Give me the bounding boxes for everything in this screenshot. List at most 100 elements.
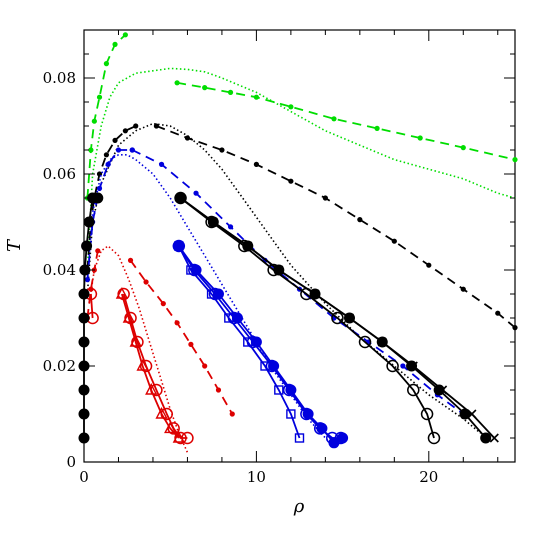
data-point (193, 190, 199, 196)
y-axis-label: T (4, 238, 25, 252)
data-point (115, 147, 122, 153)
series-line (177, 245, 301, 439)
y-tick-label: 0.08 (43, 69, 76, 87)
data-point (174, 320, 180, 326)
data-point (243, 337, 253, 347)
data-point (260, 361, 270, 371)
data-point (215, 387, 222, 393)
series-line (176, 81, 516, 161)
data-point (115, 286, 129, 299)
data-point (310, 289, 320, 299)
data-point (407, 383, 420, 397)
data-point (122, 310, 135, 323)
data-point (202, 363, 208, 369)
data-point (122, 128, 128, 134)
data-point (155, 406, 168, 419)
series-line (129, 259, 234, 415)
data-point (400, 363, 406, 369)
series-line (86, 154, 335, 449)
data-point (238, 239, 251, 253)
data-point (164, 421, 177, 434)
data-point (103, 152, 110, 158)
data-point (420, 407, 434, 421)
data-point (145, 382, 158, 395)
series-line (179, 197, 435, 439)
x-tick-label: 10 (247, 468, 266, 486)
series-0 (86, 67, 516, 271)
data-point (206, 289, 217, 299)
data-point (133, 123, 139, 129)
axes-layer: 0 10 20 0 0.02 0.04 0.06 0.08 (43, 29, 515, 486)
series-line (156, 125, 516, 329)
data-point (331, 116, 337, 122)
data-point (105, 161, 111, 167)
data-point (286, 409, 296, 419)
series-16 (115, 286, 185, 443)
data-point (294, 433, 305, 443)
data-point (143, 279, 149, 285)
x-tick-label: 0 (79, 468, 89, 486)
series-line (122, 293, 188, 439)
data-point (208, 217, 218, 227)
data-point (282, 383, 296, 397)
series-6 (86, 154, 335, 449)
series-18 (78, 192, 104, 444)
data-point (386, 359, 399, 373)
series-10 (172, 239, 348, 445)
x-axis-label: ρ (293, 496, 305, 517)
data-point (331, 311, 344, 325)
data-point (227, 89, 234, 95)
series-15 (117, 287, 194, 445)
data-point (512, 157, 518, 163)
data-point (103, 61, 110, 67)
data-point (322, 195, 328, 201)
data-point (95, 248, 101, 254)
series-20 (174, 191, 441, 445)
data-point (313, 422, 327, 435)
data-point (357, 217, 363, 223)
data-point (265, 359, 279, 373)
data-point (205, 215, 218, 229)
data-point (172, 239, 186, 253)
data-point (253, 161, 259, 167)
data-point (460, 145, 466, 151)
data-point (92, 192, 104, 204)
y-tick-label: 0.06 (43, 165, 76, 183)
data-point (160, 301, 166, 307)
series-21 (175, 193, 499, 443)
data-point (243, 241, 253, 251)
series-11 (174, 241, 305, 443)
data-point (174, 191, 187, 205)
data-point (326, 431, 339, 445)
data-point (129, 147, 135, 153)
data-point (175, 193, 186, 203)
data-point (427, 431, 441, 445)
data-point (512, 325, 518, 331)
data-point (84, 277, 91, 283)
series-1 (84, 32, 128, 201)
data-point (417, 135, 423, 141)
data-point (172, 430, 185, 443)
series-line (90, 293, 94, 319)
data-point (139, 359, 153, 373)
data-point (96, 94, 103, 100)
data-point (129, 334, 142, 347)
data-point (288, 104, 294, 110)
data-point (202, 85, 208, 91)
data-point (467, 409, 477, 419)
data-point (377, 337, 387, 347)
data-point (274, 385, 284, 395)
data-point (188, 263, 201, 277)
data-point (174, 431, 187, 445)
data-point (344, 313, 355, 323)
data-point (374, 125, 380, 131)
data-point (391, 238, 397, 244)
data-point (358, 335, 372, 349)
data-point (127, 257, 134, 263)
data-point (174, 241, 184, 251)
data-point (433, 384, 445, 396)
data-point (136, 358, 149, 371)
series-5 (153, 123, 518, 331)
data-point (408, 361, 418, 371)
